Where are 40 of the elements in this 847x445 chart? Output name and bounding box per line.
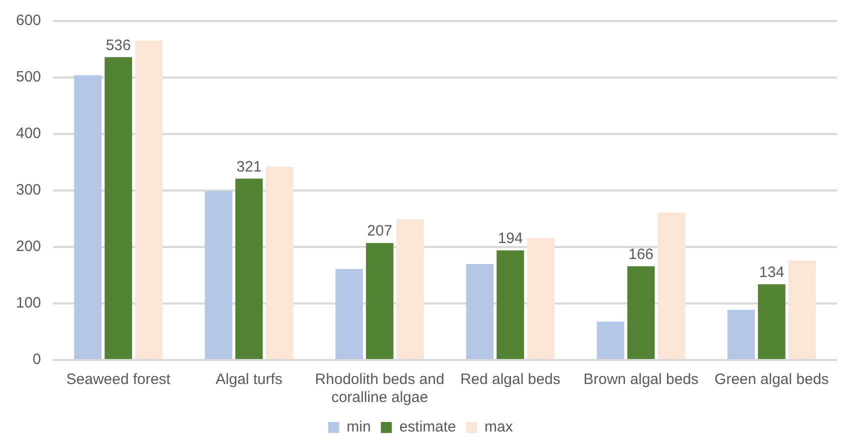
x-tick-label: Algal turfs — [216, 371, 282, 388]
y-tick-label: 0 — [32, 351, 42, 368]
x-tick-label: Red algal beds — [460, 371, 560, 388]
data-label: 536 — [106, 36, 131, 54]
bar — [396, 219, 424, 359]
bar — [235, 178, 263, 359]
bar — [788, 260, 816, 359]
bar — [266, 166, 294, 359]
data-label: 194 — [498, 230, 523, 248]
bar — [727, 310, 755, 359]
x-tick-label: Rhodolith beds and coralline algae — [315, 371, 444, 406]
bar — [658, 212, 686, 359]
bar — [758, 284, 786, 359]
data-label: 134 — [759, 264, 784, 281]
data-label: 207 — [367, 222, 392, 240]
y-tick-label: 500 — [16, 68, 42, 86]
y-tick-label: 100 — [16, 294, 42, 312]
bar — [496, 250, 524, 359]
y-tick-label: 200 — [16, 238, 42, 256]
y-tick-label: 600 — [16, 12, 42, 30]
bar — [104, 57, 132, 359]
legend-label: estimate — [399, 418, 456, 436]
x-tick-label: Seaweed forest — [66, 371, 172, 388]
data-label: 166 — [628, 246, 654, 263]
data-label: 321 — [236, 158, 262, 176]
legend-label: max — [484, 418, 514, 436]
y-tick-label: 300 — [16, 182, 42, 199]
bar — [627, 266, 655, 359]
bar — [366, 243, 394, 359]
bar — [596, 322, 624, 359]
bar — [527, 238, 555, 359]
bar — [135, 40, 163, 359]
bar — [466, 264, 494, 359]
x-tick-label: Green algal beds — [714, 371, 829, 388]
bar — [74, 75, 102, 359]
bar — [335, 269, 363, 359]
legend-label: min — [346, 418, 371, 436]
x-tick-label: Brown algal beds — [583, 371, 699, 388]
y-tick-label: 400 — [16, 125, 42, 142]
bar — [204, 191, 232, 359]
